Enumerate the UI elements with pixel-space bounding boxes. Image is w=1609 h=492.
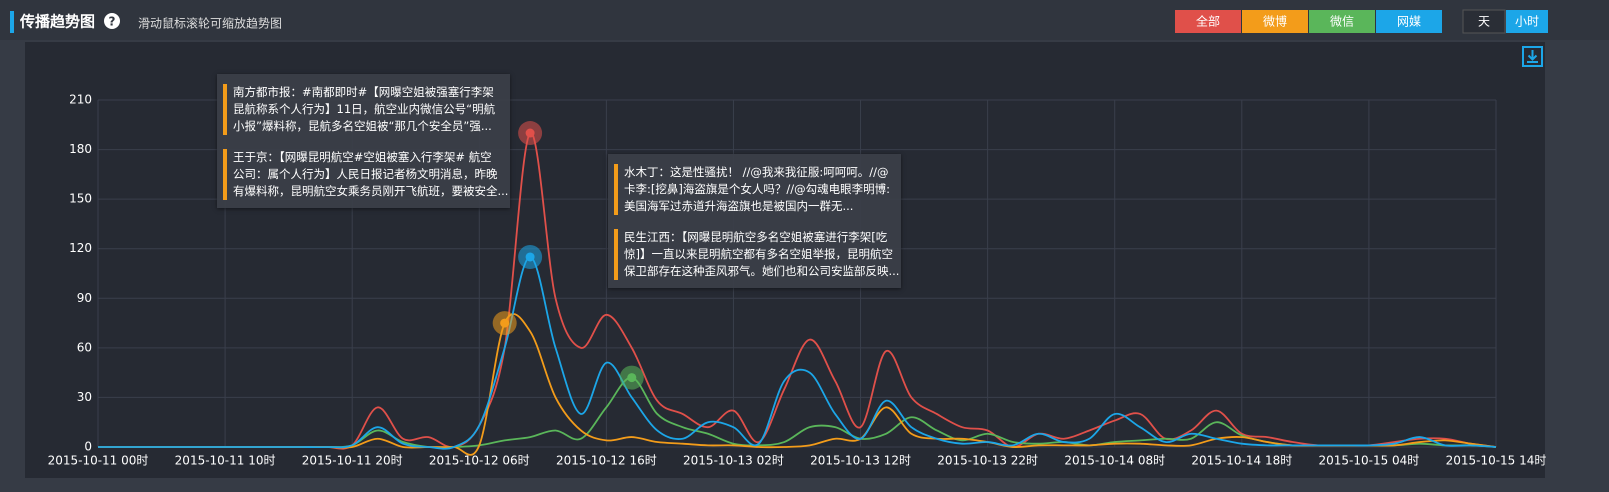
y-tick-label: 90 bbox=[77, 291, 92, 305]
y-tick-label: 210 bbox=[69, 93, 92, 107]
series-line bbox=[98, 256, 1497, 450]
legend-button[interactable] bbox=[1309, 10, 1375, 33]
help-mark[interactable]: ? bbox=[109, 15, 116, 29]
annotation-text: 昆航称系个人行为】11日，航空业内微信公号“明航 bbox=[233, 102, 496, 116]
annotation-text: 有爆料称，昆明航空女乘务员刚开飞航班，要被安全... bbox=[233, 184, 509, 198]
y-tick-label: 0 bbox=[84, 440, 92, 454]
legend-button[interactable] bbox=[1242, 10, 1308, 33]
x-tick-label: 2015-10-11 00时 bbox=[48, 454, 149, 468]
series-line bbox=[98, 132, 1497, 450]
annotation-text: 南方都市报：#南都即时#【网曝空姐被强塞行李架 bbox=[233, 85, 494, 99]
legend-button[interactable] bbox=[1376, 10, 1442, 33]
peak-point bbox=[525, 128, 535, 138]
day-label[interactable]: 天 bbox=[1478, 15, 1490, 29]
annotation-item: 南方都市报：#南都即时#【网曝空姐被强塞行李架 昆航称系个人行为】11日，航空业内… bbox=[223, 84, 510, 135]
legend-button[interactable] bbox=[1175, 10, 1241, 33]
x-tick-label: 2015-10-14 18时 bbox=[1191, 454, 1292, 468]
hour-button[interactable] bbox=[1506, 10, 1548, 33]
y-tick-label: 150 bbox=[69, 192, 92, 206]
annotation-item: 水木丁：这是性骚扰！ //@我来我征服:呵呵呵。//@ 卡李:[挖鼻]海盗旗是个女… bbox=[614, 164, 901, 215]
title: 传播趋势图 bbox=[19, 13, 95, 31]
x-tick-label: 2015-10-12 06时 bbox=[429, 454, 530, 468]
x-tick-label: 2015-10-15 14时 bbox=[1446, 454, 1547, 468]
x-tick-label: 2015-10-14 08时 bbox=[1064, 454, 1165, 468]
x-tick-label: 2015-10-13 02时 bbox=[683, 454, 784, 468]
x-tick-label: 2015-10-15 04时 bbox=[1318, 454, 1419, 468]
annotation-text: 民生江西：【网曝昆明航空多名空姐被塞进行李架[吃 bbox=[624, 230, 888, 244]
help-icon[interactable] bbox=[104, 13, 120, 29]
y-tick-label: 120 bbox=[69, 241, 92, 255]
y-tick-label: 30 bbox=[77, 390, 92, 404]
x-tick-label: 2015-10-11 20时 bbox=[302, 454, 403, 468]
annotation-text: 水木丁：这是性骚扰！ //@我来我征服:呵呵呵。//@ bbox=[624, 165, 889, 179]
legend-label[interactable]: 网媒 bbox=[1397, 15, 1421, 29]
subtitle: 滑动鼠标滚轮可缩放趋势图 bbox=[138, 16, 282, 31]
day-button[interactable] bbox=[1462, 9, 1506, 34]
annotation-text: 美国海军过赤道升海盗旗也是被国内一群无... bbox=[624, 199, 854, 213]
annotation-box: 水木丁：这是性骚扰！ //@我来我征服:呵呵呵。//@ 卡李:[挖鼻]海盗旗是个女… bbox=[608, 154, 901, 288]
legend-label[interactable]: 微信 bbox=[1330, 15, 1354, 29]
annotation-item: 民生江西：【网曝昆明航空多名空姐被塞进行李架[吃 惊]】一直以来昆明航空都有多名空… bbox=[614, 229, 901, 280]
download-icon[interactable] bbox=[1522, 46, 1543, 67]
title-accent bbox=[10, 11, 14, 33]
annotation-text: 王于京：【网曝昆明航空#空姐被塞入行李架# 航空 bbox=[233, 150, 492, 164]
x-tick-label: 2015-10-13 22时 bbox=[937, 454, 1038, 468]
y-tick-label: 60 bbox=[77, 340, 92, 354]
download-arrow[interactable] bbox=[1527, 50, 1538, 63]
peak-point bbox=[500, 318, 510, 328]
x-tick-label: 2015-10-11 10时 bbox=[175, 454, 276, 468]
peak-point bbox=[627, 373, 637, 383]
annotation-text: 公司：属个人行为】人民日报记者杨文明消息，昨晚 bbox=[233, 167, 498, 181]
x-tick-label: 2015-10-12 16时 bbox=[556, 454, 657, 468]
annotation-box: 南方都市报：#南都即时#【网曝空姐被强塞行李架 昆航称系个人行为】11日，航空业内… bbox=[217, 74, 510, 208]
download-frame[interactable] bbox=[1522, 46, 1543, 67]
y-tick-label: 180 bbox=[69, 142, 92, 156]
annotation-text: 小报”爆料称，昆航多名空姐被“那几个安全员”强... bbox=[233, 119, 492, 133]
annotation-item: 王于京：【网曝昆明航空#空姐被塞入行李架# 航空 公司：属个人行为】人民日报记者杨… bbox=[223, 149, 510, 200]
legend-label[interactable]: 全部 bbox=[1196, 14, 1220, 29]
hour-label[interactable]: 小时 bbox=[1515, 15, 1539, 29]
peak-point bbox=[525, 252, 535, 262]
legend-label[interactable]: 微博 bbox=[1263, 14, 1287, 29]
x-tick-label: 2015-10-13 12时 bbox=[810, 454, 911, 468]
annotation-text: 惊]】一直以来昆明航空都有多名空姐举报，昆明航空 bbox=[624, 247, 893, 261]
annotation-text: 卡李:[挖鼻]海盗旗是个女人吗？//@勾魂电眼李明博: bbox=[624, 182, 890, 196]
annotation-text: 保卫部存在这种歪风邪气。她们也和公司安监部反映... bbox=[624, 264, 900, 278]
